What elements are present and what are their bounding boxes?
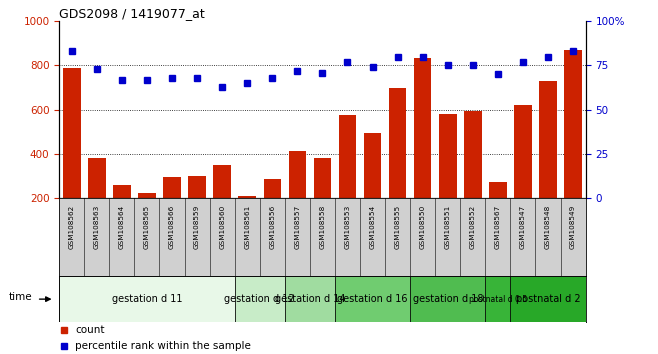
Text: GSM108560: GSM108560: [219, 205, 225, 249]
Text: postnatal d 0.5: postnatal d 0.5: [468, 295, 527, 304]
Text: GSM108557: GSM108557: [294, 205, 300, 249]
Bar: [59, 276, 235, 322]
Text: GSM108549: GSM108549: [570, 205, 576, 249]
Bar: [314, 159, 331, 242]
Bar: [285, 276, 335, 322]
Text: GSM108547: GSM108547: [520, 205, 526, 249]
Bar: [235, 276, 285, 322]
Text: percentile rank within the sample: percentile rank within the sample: [75, 341, 251, 351]
Text: GSM108551: GSM108551: [445, 205, 451, 249]
Text: gestation d 11: gestation d 11: [112, 294, 182, 304]
Text: GSM108556: GSM108556: [269, 205, 275, 249]
Text: count: count: [75, 325, 105, 335]
Bar: [464, 111, 482, 242]
Bar: [389, 88, 407, 242]
Bar: [514, 105, 532, 242]
Text: GSM108555: GSM108555: [395, 205, 401, 249]
Bar: [335, 276, 410, 322]
Bar: [410, 276, 486, 322]
Text: gestation d 12: gestation d 12: [224, 294, 295, 304]
Bar: [540, 81, 557, 242]
Text: GSM108565: GSM108565: [144, 205, 150, 249]
Bar: [339, 115, 356, 242]
Text: GSM108554: GSM108554: [370, 205, 376, 249]
Text: gestation d 16: gestation d 16: [338, 294, 408, 304]
Bar: [289, 151, 306, 242]
Bar: [565, 50, 582, 242]
Bar: [364, 133, 382, 242]
Bar: [113, 185, 131, 242]
Text: GSM108567: GSM108567: [495, 205, 501, 249]
Text: GSM108548: GSM108548: [545, 205, 551, 249]
Text: time: time: [9, 292, 32, 302]
Text: GSM108550: GSM108550: [420, 205, 426, 249]
Bar: [439, 114, 457, 242]
Bar: [414, 58, 432, 242]
Text: GSM108564: GSM108564: [119, 205, 125, 249]
Bar: [63, 68, 80, 242]
Bar: [188, 176, 206, 242]
Bar: [238, 196, 256, 242]
Text: GSM108558: GSM108558: [319, 205, 326, 249]
Text: GSM108553: GSM108553: [345, 205, 351, 249]
Text: GSM108552: GSM108552: [470, 205, 476, 249]
Bar: [489, 182, 507, 242]
Bar: [213, 165, 231, 242]
Text: gestation d 18: gestation d 18: [413, 294, 483, 304]
Text: GSM108559: GSM108559: [194, 205, 200, 249]
Text: GSM108566: GSM108566: [169, 205, 175, 249]
Bar: [88, 159, 105, 242]
Text: postnatal d 2: postnatal d 2: [516, 294, 580, 304]
Text: GSM108562: GSM108562: [68, 205, 75, 249]
Bar: [163, 177, 181, 242]
Text: GSM108563: GSM108563: [94, 205, 100, 249]
Text: gestation d 14: gestation d 14: [274, 294, 345, 304]
Bar: [138, 193, 156, 242]
Bar: [263, 179, 281, 242]
Text: GSM108561: GSM108561: [244, 205, 250, 249]
Text: GDS2098 / 1419077_at: GDS2098 / 1419077_at: [59, 7, 205, 20]
Bar: [511, 276, 586, 322]
Bar: [486, 276, 511, 322]
